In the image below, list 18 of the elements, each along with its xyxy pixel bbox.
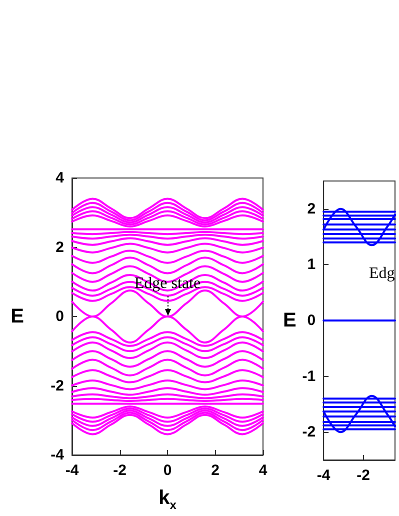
y-tick-label: 0 bbox=[307, 312, 316, 329]
y-axis-title: E bbox=[282, 310, 296, 332]
y-tick-label: 2 bbox=[56, 238, 64, 256]
x-tick-label: -2 bbox=[113, 462, 126, 479]
x-tick-label: 4 bbox=[258, 462, 268, 479]
y-tick-label: -2 bbox=[302, 424, 316, 441]
annotation: Edg bbox=[368, 264, 396, 283]
y-axis-title: E bbox=[10, 306, 24, 328]
y-tick-label: -4 bbox=[50, 446, 65, 464]
y-tick-label: -1 bbox=[302, 368, 316, 385]
x-tick-label: 2 bbox=[211, 462, 220, 479]
y-tick-label: -2 bbox=[50, 377, 64, 394]
x-tick-label: -2 bbox=[356, 467, 370, 484]
y-tick-label: 2 bbox=[307, 200, 316, 218]
y-tick-label: 1 bbox=[307, 256, 316, 274]
y-tick-label: 4 bbox=[56, 170, 65, 186]
y-tick-label: 0 bbox=[56, 308, 64, 325]
x-tick-label: 0 bbox=[163, 462, 172, 479]
